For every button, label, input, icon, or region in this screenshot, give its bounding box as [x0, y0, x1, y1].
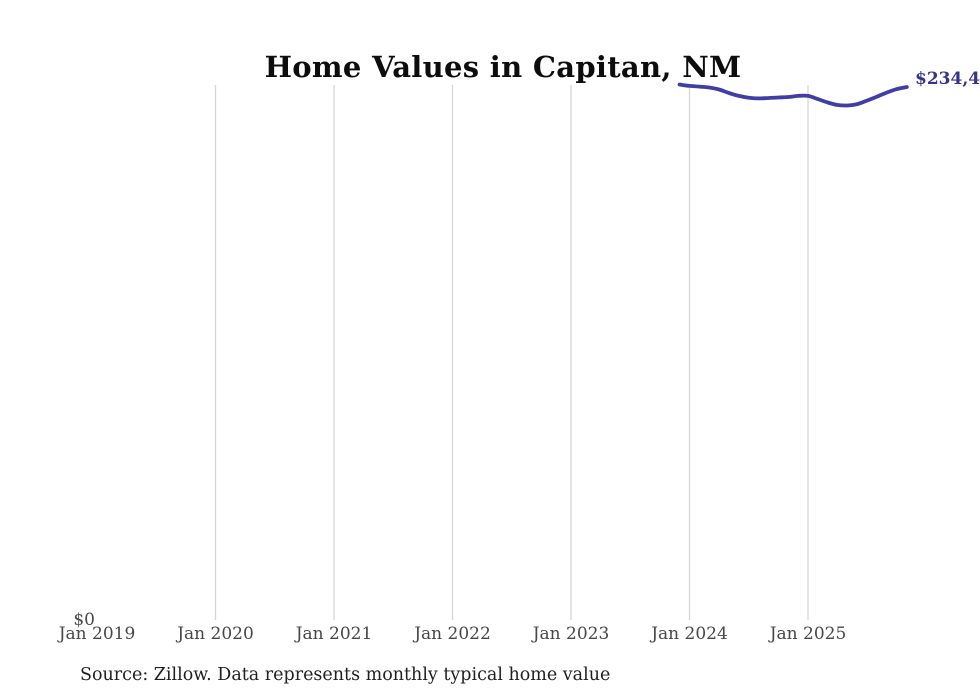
x-tick-label: Jan 2024 [649, 624, 728, 644]
y-axis-zero-label: $0 [73, 610, 95, 630]
x-tick-label: Jan 2022 [412, 624, 491, 644]
latest-value-label: $234,499 [915, 69, 980, 89]
x-tick-label: Jan 2023 [531, 624, 610, 644]
x-tick-label: Jan 2021 [294, 624, 373, 644]
gridlines-group [214, 85, 809, 620]
x-tick-label: Jan 2019 [57, 624, 136, 644]
source-note: Source: Zillow. Data represents monthly … [80, 665, 611, 685]
x-tick-label: Jan 2020 [175, 624, 254, 644]
chart-title: Home Values in Capitan, NM [264, 50, 742, 85]
home-value-line [677, 82, 909, 108]
x-tick-label: Jan 2025 [768, 624, 847, 644]
x-tick-labels-group: Jan 2019 Jan 2020 Jan 2021 Jan 2022 Jan 2023… [57, 624, 847, 644]
